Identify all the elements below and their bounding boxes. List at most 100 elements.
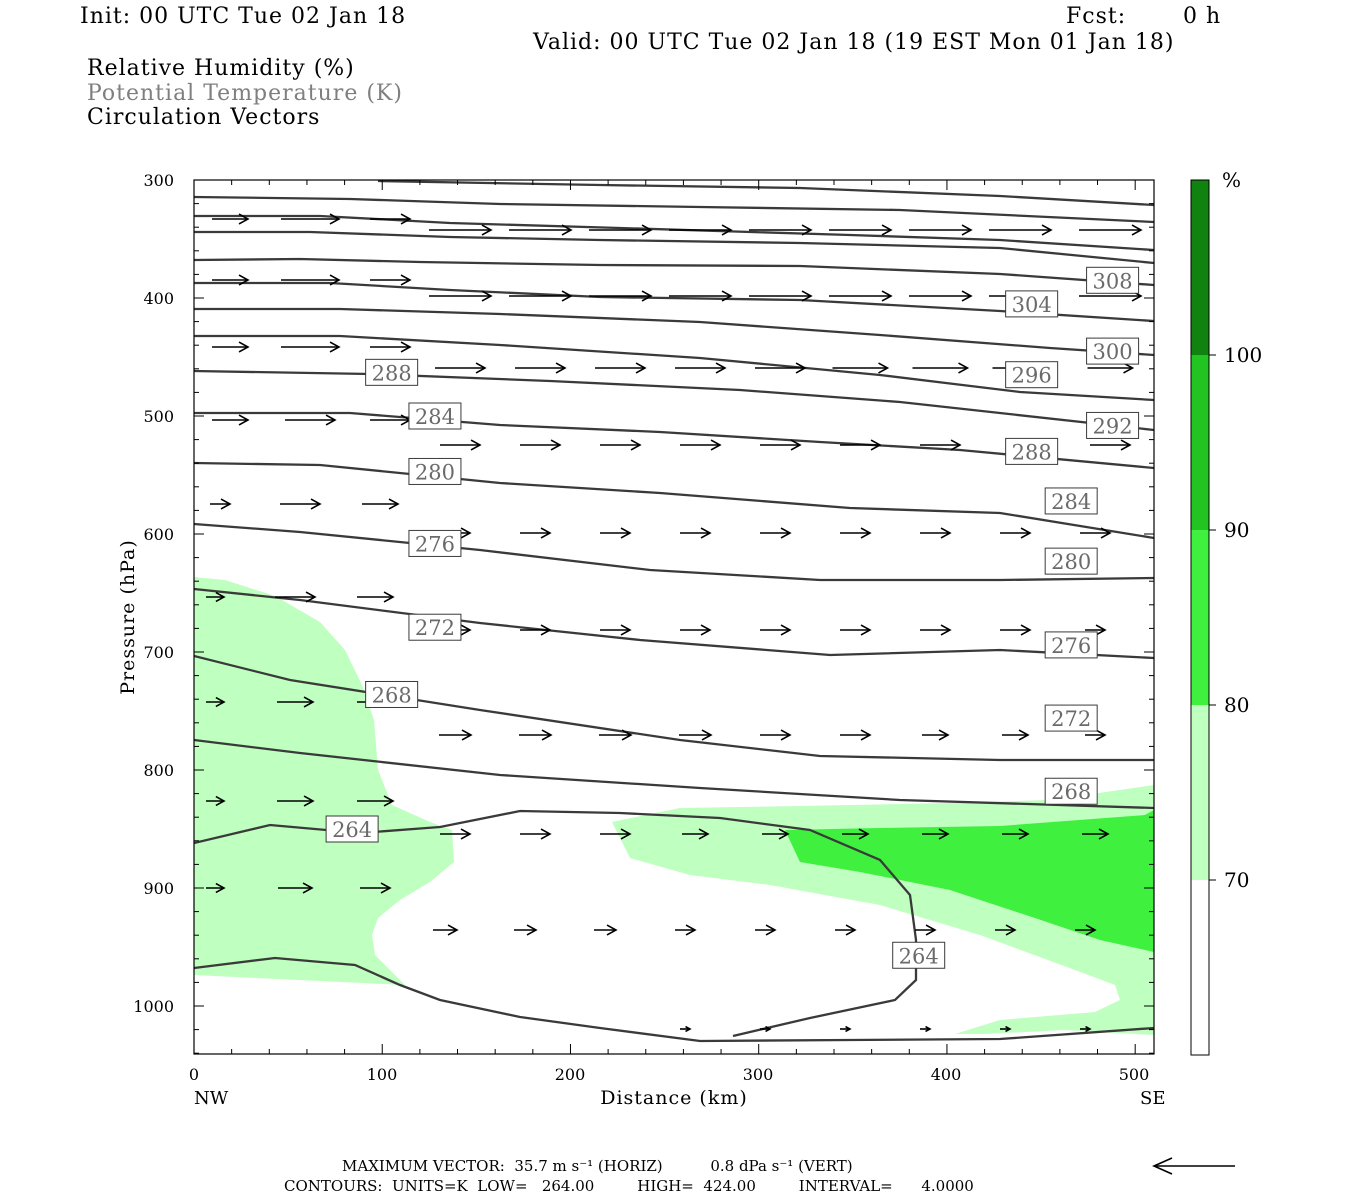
- circulation-vector-arrow: [829, 224, 893, 236]
- theta-contour-288: [194, 411, 1154, 470]
- circulation-vector-arrow: [680, 624, 712, 636]
- circulation-vector-arrow: [682, 828, 710, 840]
- svg-text:280: 280: [1051, 550, 1091, 574]
- svg-text:296: 296: [1012, 364, 1052, 388]
- circulation-vector-arrow: [1080, 527, 1112, 539]
- svg-text:308: 308: [1093, 269, 1133, 293]
- circulation-vector-arrow: [1085, 624, 1107, 636]
- circulation-vector-arrow: [840, 439, 882, 451]
- x-axis-label: Distance (km): [600, 1087, 748, 1109]
- field-potential-temperature: Potential Temperature (K): [87, 81, 403, 106]
- theta-contour-top-2: [194, 195, 1154, 224]
- theta-contour-272: [194, 654, 1154, 762]
- circulation-vector-arrow: [281, 341, 341, 353]
- colorbar-label-100: 100: [1224, 343, 1262, 367]
- circulation-vector-arrow: [840, 729, 872, 741]
- valid-time: Valid: 00 UTC Tue 02 Jan 18 (19 EST Mon …: [533, 30, 1175, 55]
- svg-text:264: 264: [899, 944, 939, 968]
- circulation-vector-arrow: [435, 362, 487, 374]
- circulation-vector-arrow: [760, 624, 792, 636]
- theta-contour-280: [194, 522, 1154, 582]
- y-axis-label: Pressure (hPa): [117, 539, 139, 695]
- circulation-vector-arrow: [212, 341, 250, 353]
- svg-text:288: 288: [372, 361, 412, 385]
- svg-text:276: 276: [415, 532, 455, 556]
- circulation-vector-arrow: [1090, 439, 1132, 451]
- circulation-vector-arrow: [920, 624, 952, 636]
- theta-contour-304: [194, 281, 1154, 323]
- circulation-vector-arrow: [675, 924, 697, 936]
- circulation-vector-arrow: [912, 362, 970, 374]
- circulation-vector-arrow: [600, 439, 642, 451]
- circulation-vector-arrow: [1000, 527, 1032, 539]
- circulation-vector-arrow: [440, 439, 482, 451]
- circulation-vector-arrow: [989, 224, 1053, 236]
- circulation-vector-arrow: [515, 362, 567, 374]
- circulation-vector-arrow: [835, 924, 857, 936]
- circulation-vector-arrow: [1002, 828, 1030, 840]
- circulation-vector-arrow: [680, 1025, 692, 1033]
- x-tick-label: 100: [367, 1065, 398, 1084]
- circulation-vector-arrow: [922, 828, 950, 840]
- circulation-vector-arrow: [360, 882, 392, 894]
- circulation-vector-arrow: [212, 414, 250, 426]
- theta-contour-label: 264: [325, 815, 379, 843]
- circulation-vector-arrow: [1000, 1025, 1012, 1033]
- y-tick-label: 600: [143, 525, 174, 544]
- circulation-vector-arrow: [280, 498, 322, 510]
- x-tick-label: 0: [189, 1065, 199, 1084]
- circulation-vector-arrow: [909, 224, 973, 236]
- circulation-vector-arrow: [440, 828, 472, 840]
- reference-vector-arrow: [1152, 1157, 1235, 1175]
- circulation-vector-arrow: [212, 274, 250, 286]
- colorbar-segment-100: [1191, 180, 1209, 355]
- circulation-vector-arrow: [832, 362, 890, 374]
- circulation-vector-arrow: [519, 729, 553, 741]
- theta-contour-label: 284: [1044, 487, 1098, 515]
- circulation-vector-arrow: [1002, 729, 1030, 741]
- theta-contour-label: 296: [1005, 361, 1059, 389]
- circulation-vector-arrow: [679, 729, 713, 741]
- theta-contour-label: 288: [365, 358, 419, 386]
- svg-text:284: 284: [415, 405, 455, 429]
- theta-contour-label: 276: [408, 529, 462, 557]
- contours-note: CONTOURS: UNITS=K LOW= 264.00 HIGH= 424.…: [284, 1177, 974, 1195]
- colorbar-label-70: 70: [1224, 868, 1249, 892]
- circulation-vector-arrow: [680, 527, 712, 539]
- circulation-vector-arrow: [275, 591, 317, 603]
- circulation-vector-arrow: [922, 729, 950, 741]
- x-tick-label: 400: [931, 1065, 962, 1084]
- circulation-vectors: [206, 213, 1143, 1033]
- svg-text:284: 284: [1051, 490, 1091, 514]
- circulation-vector-arrow: [285, 414, 337, 426]
- svg-text:272: 272: [415, 616, 455, 640]
- circulation-vector-arrow: [680, 439, 722, 451]
- y-tick-labels: 300 400 500 600 700 800 900 1000: [133, 171, 174, 1016]
- svg-text:280: 280: [415, 460, 455, 484]
- theta-contour-label: 268: [1044, 777, 1098, 805]
- x-tick-label: 200: [555, 1065, 586, 1084]
- circulation-vector-arrow: [840, 624, 872, 636]
- theta-contour-264-lower: [194, 956, 1154, 1043]
- x-tick-label: 300: [743, 1065, 774, 1084]
- circulation-vector-arrow: [212, 213, 250, 225]
- colorbar-unit: %: [1222, 168, 1241, 192]
- theta-contour-label: 264: [892, 941, 946, 969]
- svg-text:272: 272: [1051, 707, 1091, 731]
- field-circulation-vectors: Circulation Vectors: [87, 105, 321, 130]
- theta-contour-label: 292: [1086, 411, 1140, 439]
- circulation-vector-arrow: [749, 224, 813, 236]
- colorbar: % 100 90 80 70: [1190, 168, 1262, 1056]
- theta-contour-label: 280: [408, 457, 462, 485]
- y-tick-label: 700: [143, 643, 174, 662]
- circulation-vector-arrow: [362, 498, 400, 510]
- y-tick-label: 500: [143, 407, 174, 426]
- colorbar-segment-below-70: [1191, 880, 1209, 1055]
- circulation-vector-arrow: [909, 290, 973, 302]
- circulation-vector-arrow: [520, 624, 552, 636]
- field-relative-humidity: Relative Humidity (%): [87, 56, 355, 81]
- colorbar-label-90: 90: [1224, 518, 1249, 542]
- circulation-vector-arrow: [675, 362, 727, 374]
- circulation-vector-arrow: [1082, 828, 1110, 840]
- circulation-vector-arrow: [755, 924, 777, 936]
